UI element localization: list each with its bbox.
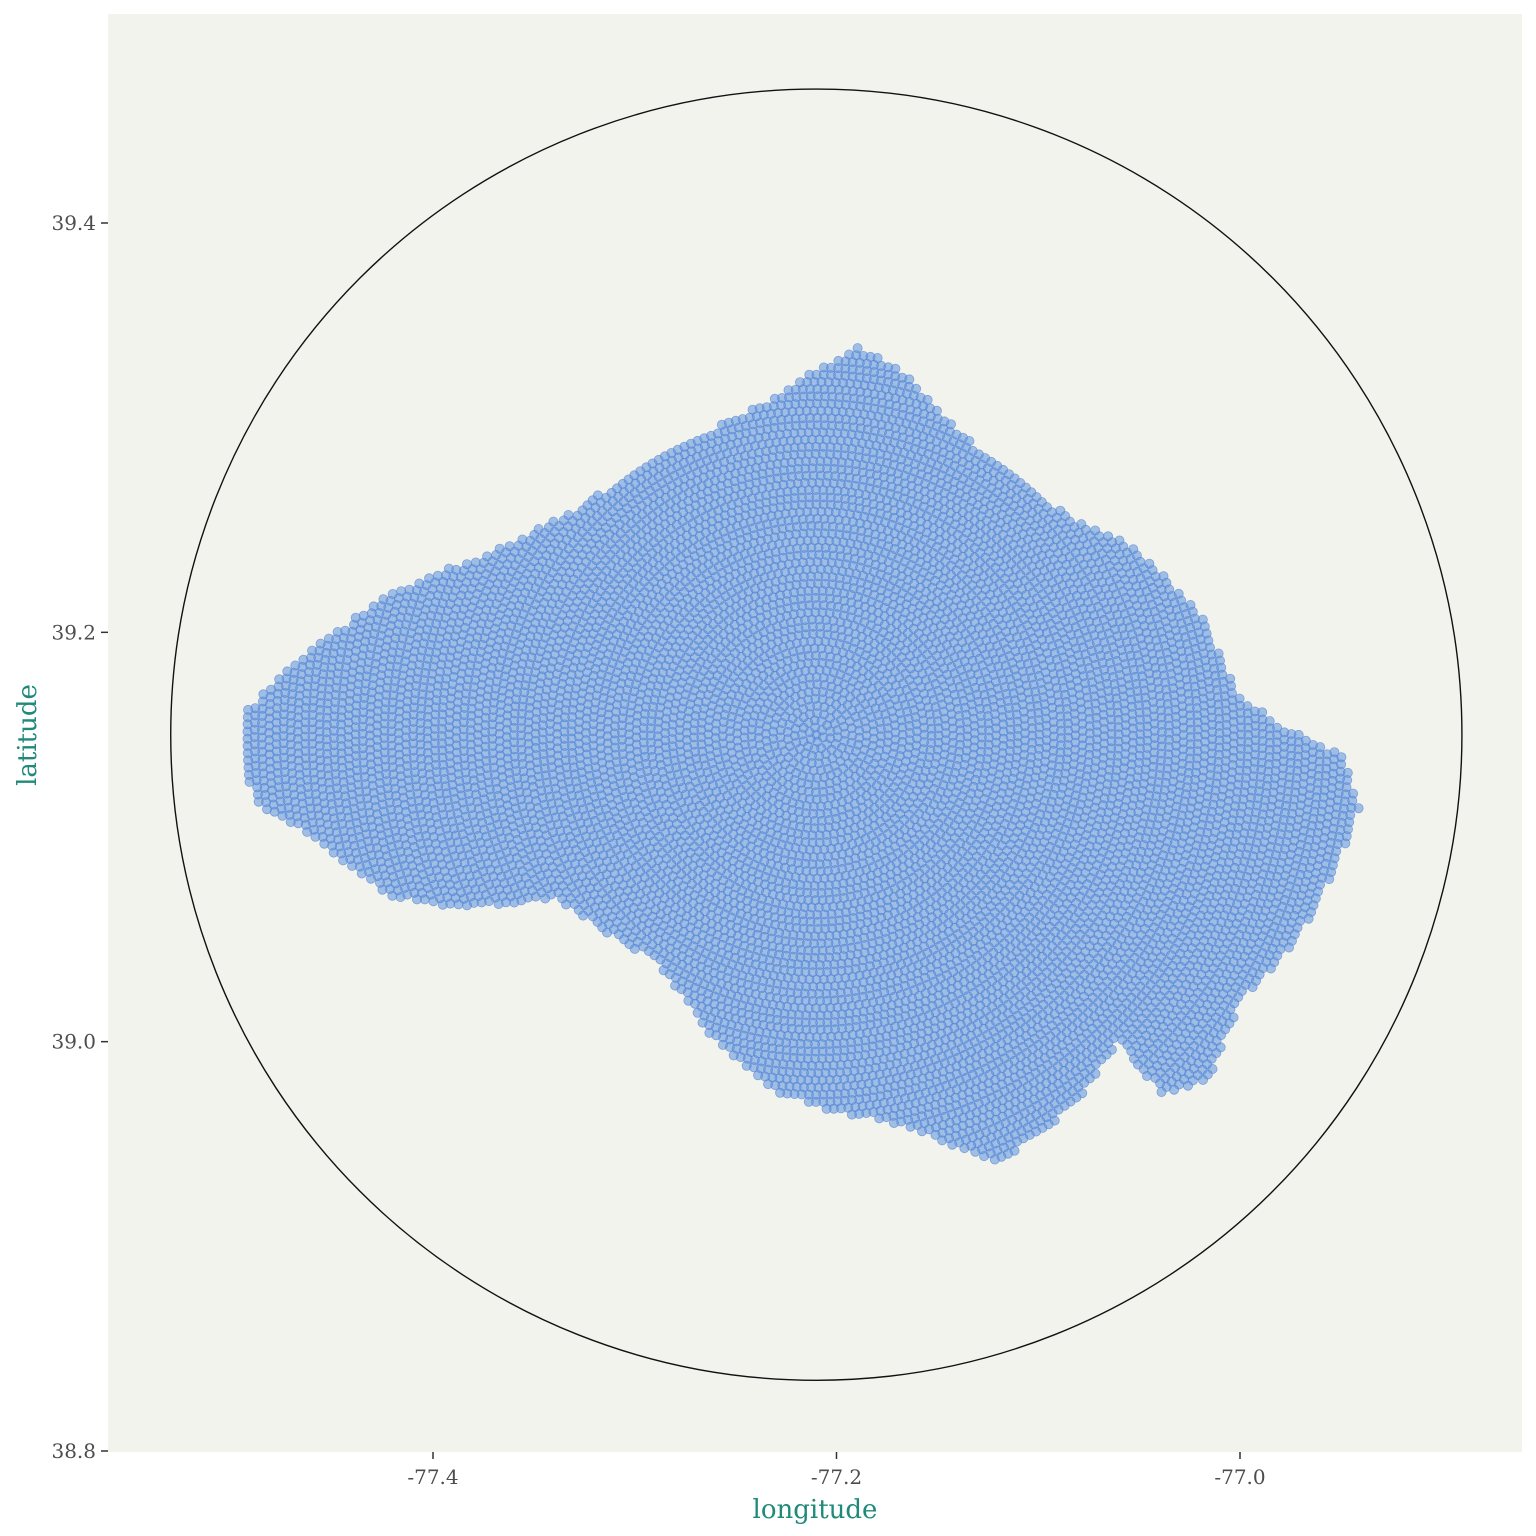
scatter-points <box>242 343 1364 1165</box>
scatter-point <box>658 965 669 976</box>
